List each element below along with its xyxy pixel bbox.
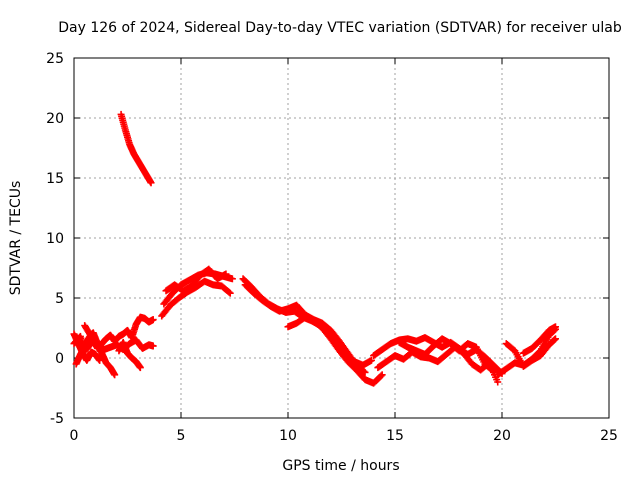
x-tick-label: 20 (493, 428, 511, 444)
data-point (96, 356, 104, 364)
data-point-interp (377, 372, 385, 380)
data-point (228, 275, 236, 283)
x-tick-label: 25 (600, 428, 618, 444)
chart-title: Day 126 of 2024, Sidereal Day-to-day VTE… (58, 20, 622, 36)
y-axis-label: SDTVAR / TECUs (8, 181, 24, 296)
data-point (147, 179, 155, 187)
x-tick-label: 10 (279, 428, 297, 444)
data-point (494, 378, 502, 386)
data-point (361, 368, 369, 376)
data-point-interp (488, 366, 496, 374)
data-point (149, 316, 157, 324)
data-point-interp (225, 288, 233, 296)
y-tick-label: 0 (55, 351, 64, 367)
data-point (489, 367, 497, 375)
y-tick-label: 5 (55, 291, 64, 307)
data-point (226, 289, 234, 297)
data-point (111, 371, 119, 379)
y-tick-label: 10 (46, 231, 64, 247)
data-point (136, 364, 144, 372)
data-point (222, 270, 230, 278)
y-tick-label: -5 (50, 411, 64, 427)
y-tick-label: 25 (46, 51, 64, 67)
x-axis-label: GPS time / hours (282, 458, 399, 474)
x-tick-label: 15 (386, 428, 404, 444)
data-point (149, 342, 157, 350)
y-tick-label: 15 (46, 171, 64, 187)
data-point (378, 371, 386, 379)
y-tick-label: 20 (46, 111, 64, 127)
data-points (70, 110, 559, 387)
x-tick-label: 5 (177, 428, 186, 444)
data-point (367, 356, 375, 364)
x-tick-label: 0 (70, 428, 79, 444)
data-point (552, 323, 559, 331)
data-point (552, 335, 559, 343)
data-point-interp (360, 368, 368, 375)
axis-ticks: 0 5 10 15 20 25 -5 0 5 10 15 20 25 (46, 51, 618, 444)
